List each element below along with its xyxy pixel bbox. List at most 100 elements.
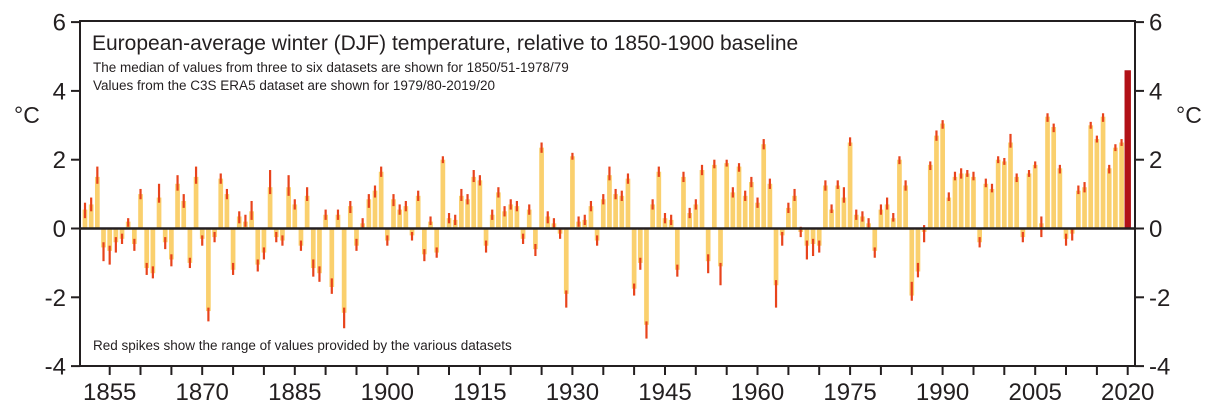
y-tick-label-right-0: 0 — [1149, 216, 1162, 243]
bar-1869 — [193, 176, 199, 229]
bar-1966 — [792, 195, 797, 229]
chart-footnote: Red spikes show the range of values prov… — [93, 338, 512, 353]
bar-1986 — [915, 228, 921, 272]
bar-1975 — [847, 142, 853, 229]
bar-1976 — [853, 214, 859, 229]
bar-1944 — [656, 171, 662, 229]
chart-subtitle-line1: The median of values from three to six d… — [93, 60, 569, 75]
bar-1853 — [94, 176, 100, 229]
bar-1939 — [625, 178, 631, 229]
bar-1991 — [946, 197, 952, 229]
y-axis-unit-right: °C — [1176, 102, 1202, 128]
y-tick-label-right--2: -2 — [1149, 285, 1170, 312]
bar-1950 — [693, 204, 699, 229]
bar-1874 — [224, 194, 230, 229]
x-tick-label-1915: 1915 — [453, 379, 506, 406]
y-axis-unit-left: °C — [14, 102, 40, 128]
bar-highlight-2020 — [1124, 70, 1131, 229]
y-tick-label-left-2: 2 — [53, 147, 66, 174]
bar-1998 — [989, 188, 995, 229]
bar-1859 — [132, 228, 137, 244]
bar-1970 — [816, 228, 822, 246]
bar-1968 — [804, 228, 810, 246]
bar-1906 — [422, 228, 427, 255]
bar-1871 — [206, 228, 211, 312]
bar-2007 — [1045, 116, 1050, 229]
bar-1868 — [187, 228, 193, 263]
bar-1918 — [496, 192, 501, 229]
bar-1961 — [761, 144, 767, 229]
bar-1923 — [526, 209, 532, 229]
bar-1909 — [440, 159, 446, 229]
y-tick-label-right-4: 4 — [1149, 78, 1162, 105]
bar-1919 — [502, 211, 507, 229]
bar-1903 — [403, 206, 409, 229]
bar-1925 — [539, 147, 544, 229]
bar-1999 — [995, 159, 1001, 229]
bar-1935 — [600, 199, 606, 229]
bar-1920 — [508, 204, 514, 229]
bar-1854 — [101, 228, 106, 248]
bar-1891 — [329, 228, 335, 287]
x-tick-label-1960: 1960 — [731, 379, 784, 406]
bar-1983 — [897, 159, 902, 229]
x-tick-label-1900: 1900 — [361, 379, 414, 406]
bar-1866 — [175, 183, 180, 229]
bar-1977 — [860, 216, 865, 229]
bar-2016 — [1100, 116, 1106, 229]
y-tick-label-right-6: 6 — [1149, 10, 1162, 37]
bar-1875 — [230, 228, 236, 270]
bar-1948 — [681, 176, 686, 229]
bar-2000 — [1001, 161, 1007, 229]
bar-1924 — [533, 228, 538, 250]
bar-1963 — [773, 228, 779, 286]
bar-1952 — [705, 228, 711, 262]
bar-1943 — [650, 204, 655, 229]
y-tick-label-right-2: 2 — [1149, 147, 1162, 174]
bar-1870 — [199, 228, 205, 239]
chart-subtitle-line2: Values from the C3S ERA5 dataset are sho… — [93, 78, 495, 93]
bar-1921 — [514, 206, 520, 229]
bar-2008 — [1051, 127, 1057, 229]
bar-1861 — [144, 228, 150, 269]
bar-1905 — [415, 195, 421, 229]
bar-1957 — [736, 166, 742, 229]
bar-1984 — [903, 185, 908, 229]
bar-1851 — [82, 209, 88, 229]
bar-1917 — [489, 214, 495, 229]
bar-1940 — [631, 228, 637, 289]
bar-1884 — [286, 187, 291, 229]
bar-1982 — [890, 218, 896, 229]
bar-1938 — [619, 195, 625, 229]
bar-1995 — [971, 176, 976, 229]
bar-2004 — [1026, 173, 1032, 229]
x-tick-label-1885: 1885 — [268, 379, 321, 406]
bar-1880 — [261, 228, 267, 253]
bar-1990 — [940, 123, 945, 229]
x-tick-label-1975: 1975 — [823, 379, 876, 406]
y-tick-label-left--4: -4 — [45, 354, 66, 381]
bar-1942 — [644, 228, 649, 325]
y-tick-label-left-4: 4 — [53, 78, 66, 105]
bar-1888 — [310, 228, 316, 269]
bar-1960 — [755, 202, 760, 229]
bar-1895 — [354, 228, 359, 246]
bar-1947 — [674, 228, 680, 270]
bar-1881 — [267, 187, 273, 229]
bar-1890 — [323, 214, 328, 229]
bar-1885 — [292, 204, 298, 229]
bar-1894 — [347, 206, 353, 229]
bar-1993 — [958, 173, 964, 229]
bar-1973 — [835, 185, 841, 229]
bar-1899 — [378, 171, 384, 229]
x-tick-label-2005: 2005 — [1009, 379, 1062, 406]
bar-1933 — [588, 206, 594, 229]
x-tick-label-1930: 1930 — [546, 379, 599, 406]
x-tick-label-1990: 1990 — [916, 379, 969, 406]
bar-1893 — [341, 228, 347, 313]
bar-1969 — [810, 228, 816, 244]
bar-1965 — [786, 207, 791, 229]
bar-1883 — [280, 228, 285, 241]
bar-2013 — [1082, 187, 1087, 229]
bar-1989 — [934, 135, 939, 229]
